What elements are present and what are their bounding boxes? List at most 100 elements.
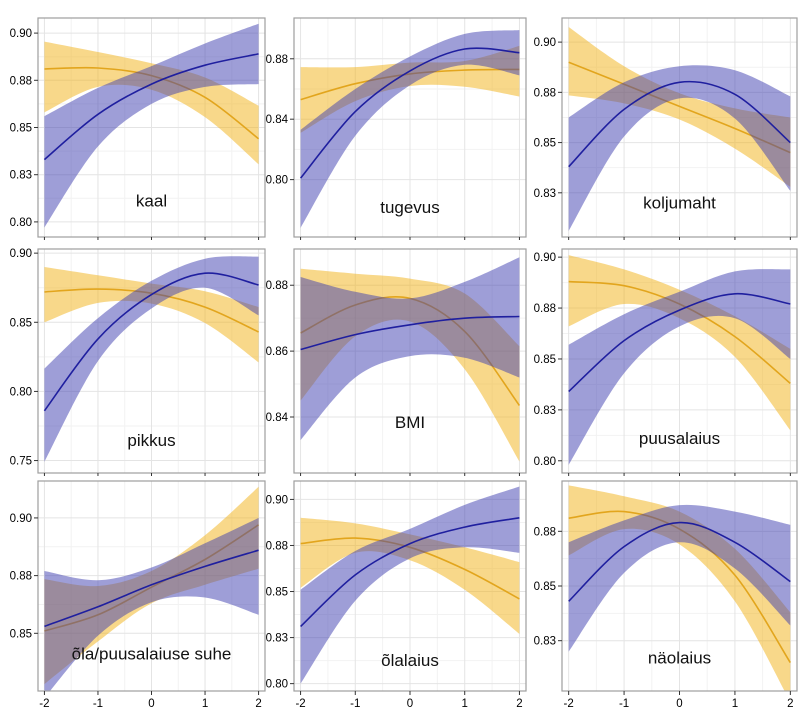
y-axis-tick-label: 0.88 bbox=[266, 280, 288, 292]
facet-panel-0: 0.80 0.83 0.85 0.88 0.90 kaal bbox=[10, 17, 266, 240]
axis-tick-marks bbox=[290, 498, 520, 695]
panel-label: õla/puusalaiuse suhe bbox=[72, 645, 232, 664]
confidence-ribbon-blue bbox=[44, 23, 259, 228]
panel-label: õlalaius bbox=[381, 651, 439, 670]
y-axis-tick-label: 0.85 bbox=[534, 581, 556, 593]
y-axis-tick-label: 0.83 bbox=[10, 170, 32, 182]
x-axis-tick-label: -1 bbox=[619, 698, 629, 710]
confidence-ribbon-blue bbox=[568, 269, 791, 465]
axis-tick-marks bbox=[558, 530, 791, 695]
y-axis-tick-label: 0.80 bbox=[266, 175, 288, 187]
trend-line-blue bbox=[300, 315, 520, 351]
panel-label: näolaius bbox=[648, 649, 711, 668]
x-axis-tick-label: -2 bbox=[564, 698, 574, 710]
axis-tick-marks bbox=[290, 58, 520, 240]
facet-panel-2: 0.83 0.85 0.88 0.90 koljumaht bbox=[534, 17, 798, 240]
x-axis-tick-label: 1 bbox=[732, 698, 738, 710]
panel-label: puusalaius bbox=[639, 429, 720, 448]
gridlines bbox=[294, 18, 526, 237]
trend-line-blue bbox=[43, 53, 259, 161]
y-axis-tick-label: 0.80 bbox=[266, 679, 288, 691]
panel-label: koljumaht bbox=[643, 194, 716, 213]
x-axis-tick-label: 1 bbox=[202, 698, 208, 710]
confidence-ribbon-orange bbox=[568, 255, 791, 431]
y-axis-tick-label: 0.83 bbox=[534, 636, 556, 648]
y-axis-tick-label: 0.85 bbox=[10, 317, 32, 329]
y-axis-tick-label: 0.85 bbox=[534, 354, 556, 366]
y-axis-tick-label: 0.80 bbox=[10, 217, 32, 229]
facet-panel-6: 0.85 0.88 0.90 -2 -1 0 1 2 õla/puusalaiuse suhe bbox=[10, 480, 266, 710]
y-axis-tick-label: 0.90 bbox=[266, 494, 288, 506]
confidence-ribbon-blue bbox=[44, 256, 259, 462]
y-axis-tick-label: 0.85 bbox=[266, 587, 288, 599]
y-axis-tick-label: 0.83 bbox=[534, 405, 556, 417]
confidence-ribbon-orange bbox=[300, 45, 520, 133]
x-axis-tick-label: 0 bbox=[407, 698, 413, 710]
x-axis-tick-label: -2 bbox=[295, 698, 305, 710]
x-axis-tick-label: 2 bbox=[787, 698, 793, 710]
axis-tick-marks bbox=[34, 32, 260, 240]
confidence-ribbon-blue bbox=[568, 65, 791, 231]
trend-line-blue bbox=[44, 549, 259, 628]
x-axis-tick-label: 1 bbox=[462, 698, 468, 710]
confidence-ribbon-orange bbox=[44, 41, 259, 165]
axis-tick-marks bbox=[558, 41, 791, 240]
y-axis-tick-label: 0.90 bbox=[534, 252, 556, 264]
y-axis-tick-label: 0.85 bbox=[534, 138, 556, 150]
trend-line-blue bbox=[43, 272, 259, 412]
x-axis-tick-label: 0 bbox=[148, 698, 154, 710]
trend-line-blue bbox=[300, 517, 520, 628]
y-axis-tick-label: 0.88 bbox=[534, 303, 556, 315]
confidence-ribbon-blue bbox=[300, 257, 520, 441]
y-axis-tick-label: 0.86 bbox=[266, 346, 288, 358]
x-axis-tick-label: -1 bbox=[350, 698, 360, 710]
facet-panel-1: 0.80 0.84 0.88 tugevus bbox=[266, 17, 527, 240]
y-axis-tick-label: 0.83 bbox=[266, 633, 288, 645]
y-axis-tick-label: 0.80 bbox=[10, 386, 32, 398]
y-axis-tick-label: 0.84 bbox=[266, 114, 289, 126]
confidence-ribbon-blue bbox=[44, 517, 259, 691]
x-axis-tick-label: 2 bbox=[516, 698, 522, 710]
y-axis-tick-label: 0.85 bbox=[10, 123, 32, 135]
y-axis-tick-label: 0.88 bbox=[10, 571, 32, 583]
facet-panel-8: 0.83 0.85 0.88 -2 -1 0 1 2 näolaius bbox=[534, 480, 798, 710]
axis-tick-marks bbox=[290, 284, 520, 476]
panel-label: pikkus bbox=[127, 431, 175, 450]
y-axis-tick-label: 0.88 bbox=[534, 526, 556, 538]
facet-panel-7: 0.80 0.83 0.85 0.88 0.90 -2 -1 0 1 2 õlalaius bbox=[266, 480, 527, 710]
panel-label: BMI bbox=[395, 413, 425, 432]
y-axis-tick-label: 0.75 bbox=[10, 456, 32, 468]
facet-panel-4: 0.84 0.86 0.88 BMI bbox=[266, 248, 527, 476]
facet-panel-5: 0.80 0.83 0.85 0.88 0.90 puusalaius bbox=[534, 248, 798, 476]
trend-line-blue bbox=[568, 292, 791, 393]
y-axis-tick-label: 0.90 bbox=[10, 513, 32, 525]
x-axis-tick-label: -1 bbox=[93, 698, 103, 710]
axis-tick-marks bbox=[34, 517, 260, 695]
axis-tick-marks bbox=[34, 252, 260, 476]
facet-panel-3: 0.75 0.80 0.85 0.90 pikkus bbox=[10, 248, 266, 476]
y-axis-tick-label: 0.88 bbox=[534, 87, 556, 99]
y-axis-tick-label: 0.88 bbox=[266, 54, 288, 66]
y-axis-tick-label: 0.88 bbox=[266, 540, 288, 552]
y-axis-tick-label: 0.90 bbox=[10, 248, 32, 260]
y-axis-tick-label: 0.90 bbox=[534, 37, 556, 49]
panel-label: tugevus bbox=[380, 198, 440, 217]
y-axis-tick-label: 0.90 bbox=[10, 28, 32, 40]
axis-tick-marks bbox=[558, 256, 791, 476]
x-axis-tick-label: 2 bbox=[255, 698, 261, 710]
trend-line-blue bbox=[568, 521, 791, 602]
x-axis-tick-label: -2 bbox=[39, 698, 49, 710]
panel-label: kaal bbox=[136, 191, 167, 210]
y-axis-tick-label: 0.88 bbox=[10, 75, 32, 87]
y-axis-tick-label: 0.83 bbox=[534, 188, 556, 200]
y-axis-tick-label: 0.85 bbox=[10, 628, 32, 640]
confidence-ribbon-orange bbox=[300, 517, 520, 634]
confidence-ribbon-orange bbox=[44, 267, 259, 363]
y-axis-tick-label: 0.80 bbox=[534, 456, 556, 468]
x-axis-tick-label: 0 bbox=[676, 698, 682, 710]
trend-line-blue bbox=[299, 47, 520, 179]
trend-line-blue bbox=[568, 80, 791, 168]
y-axis-tick-label: 0.84 bbox=[266, 412, 289, 424]
confidence-ribbon-blue bbox=[300, 486, 520, 684]
